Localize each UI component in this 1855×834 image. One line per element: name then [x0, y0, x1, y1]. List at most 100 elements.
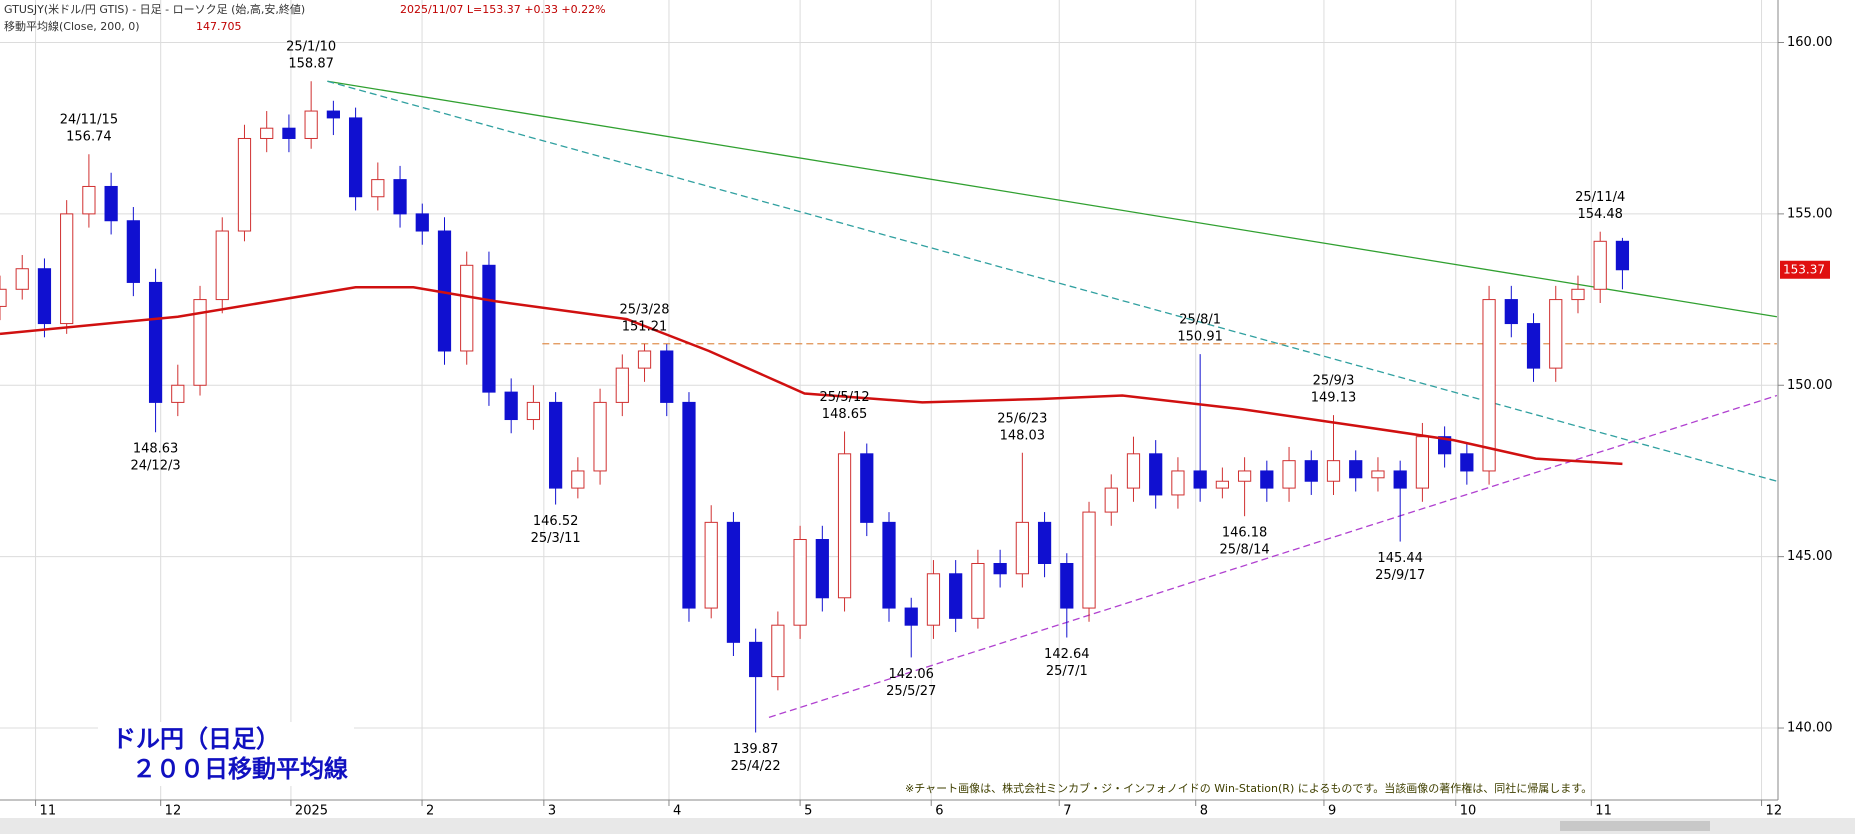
candle-body — [993, 562, 1007, 575]
candle-body — [1037, 521, 1052, 564]
y-tick-label: 145.00 — [1787, 549, 1833, 564]
x-tick-label: 9 — [1328, 804, 1336, 819]
annotation-date: 25/3/28 — [619, 302, 669, 317]
candle-body — [1237, 470, 1252, 482]
annotation-price: 154.48 — [1577, 207, 1623, 222]
candle-body — [504, 391, 518, 421]
candle-body — [749, 641, 763, 678]
candle-body — [482, 264, 496, 393]
candle-body — [571, 470, 585, 489]
annotation-price: 145.44 — [1377, 551, 1423, 566]
candle-body — [260, 127, 274, 139]
x-tick-label: 4 — [673, 804, 681, 819]
annotation-date: 25/1/10 — [286, 40, 336, 55]
trend-line — [327, 80, 1777, 318]
candle-body — [326, 110, 340, 119]
candle-body — [1149, 453, 1163, 496]
x-tick-label: 12 — [165, 804, 182, 819]
candle-body — [771, 624, 785, 678]
candle-body — [682, 401, 696, 609]
candle-body — [304, 110, 318, 139]
annotation-date: 25/9/3 — [1313, 374, 1355, 389]
candle-body — [1015, 521, 1029, 575]
x-tick-label: 12 — [1766, 804, 1783, 819]
annotation-date: 24/11/15 — [60, 113, 118, 128]
candle-body — [1482, 299, 1496, 472]
copyright-note: ※チャート画像は、株式会社ミンカブ・ジ・インフォノイドの Win-Station… — [905, 781, 1592, 795]
y-tick-label: 150.00 — [1787, 378, 1833, 393]
candle-body — [1215, 480, 1229, 489]
candle-body — [1326, 460, 1341, 482]
candle-body — [949, 573, 963, 619]
candle-body — [193, 299, 207, 386]
x-tick-label: 8 — [1200, 804, 1208, 819]
annotation-date: 25/3/11 — [531, 531, 581, 546]
scrollbar[interactable] — [0, 818, 1855, 834]
annotation-date: 25/6/23 — [997, 411, 1047, 426]
candle-body — [1104, 487, 1118, 513]
candle-body — [1260, 470, 1274, 489]
annotation-date: 25/8/1 — [1179, 313, 1221, 328]
candle-body — [393, 179, 407, 215]
chart-quote: 2025/11/07 L=153.37 +0.33 +0.22% — [400, 3, 606, 16]
candle-body — [926, 573, 941, 626]
annotation-price: 149.13 — [1311, 391, 1357, 406]
y-tick-label: 155.00 — [1787, 206, 1833, 221]
annotation-date: 25/4/22 — [731, 759, 781, 774]
candle-body — [793, 539, 807, 626]
candle-body — [637, 350, 652, 369]
annotation-price: 150.91 — [1177, 330, 1223, 345]
candle-body — [704, 521, 718, 609]
candle-body — [1171, 470, 1185, 496]
candle-body — [1126, 453, 1141, 489]
candle-body — [415, 213, 429, 232]
x-tick-label: 11 — [40, 804, 57, 819]
candle-body — [971, 562, 985, 619]
candle-body — [1504, 299, 1518, 325]
candle-body — [815, 539, 829, 599]
x-tick-label: 2 — [426, 804, 434, 819]
candle-body — [82, 185, 96, 215]
candle-body — [549, 401, 563, 489]
last-price-label: 153.37 — [1783, 262, 1825, 276]
candle-body — [1282, 460, 1296, 489]
x-tick-label: 6 — [935, 804, 943, 819]
candle-body — [1371, 470, 1385, 479]
candle-body — [1193, 470, 1207, 489]
candle-body — [1438, 436, 1452, 455]
trend-line — [768, 394, 1778, 719]
annotation-price: 158.87 — [288, 57, 334, 72]
candle-body — [526, 401, 541, 421]
candle-body — [237, 137, 252, 232]
x-tick-label: 5 — [804, 804, 812, 819]
annotation-date: 25/9/17 — [1375, 568, 1425, 583]
annotation-date: 25/5/27 — [886, 684, 936, 699]
annotation-price: 142.06 — [888, 667, 934, 682]
candle-body — [615, 367, 629, 403]
candle-body — [126, 220, 140, 283]
annotation-price: 148.03 — [1000, 428, 1046, 443]
candle-body — [15, 268, 29, 290]
candle-body — [171, 384, 185, 403]
x-tick-label: 2025 — [295, 804, 328, 819]
candle-body — [882, 521, 896, 609]
last-price-tag — [1780, 260, 1830, 279]
candle-body — [860, 453, 874, 523]
chart-subtitle: ２００日移動平均線 — [132, 755, 348, 783]
candle-body — [460, 264, 474, 352]
annotation-price: 148.63 — [133, 442, 179, 457]
annotation-price: 148.65 — [822, 407, 868, 422]
scrollbar-thumb[interactable] — [1560, 821, 1710, 831]
x-tick-label: 7 — [1063, 804, 1071, 819]
candle-body — [1415, 436, 1430, 489]
candle-body — [1082, 511, 1096, 609]
candle-body — [0, 288, 7, 307]
annotation-price: 151.21 — [622, 319, 668, 334]
candle-body — [660, 350, 674, 403]
x-tick-label: 11 — [1595, 804, 1612, 819]
moving-average — [0, 285, 1623, 466]
candle-body — [282, 127, 296, 139]
candle-body — [1615, 240, 1630, 271]
candle-body — [726, 521, 741, 643]
